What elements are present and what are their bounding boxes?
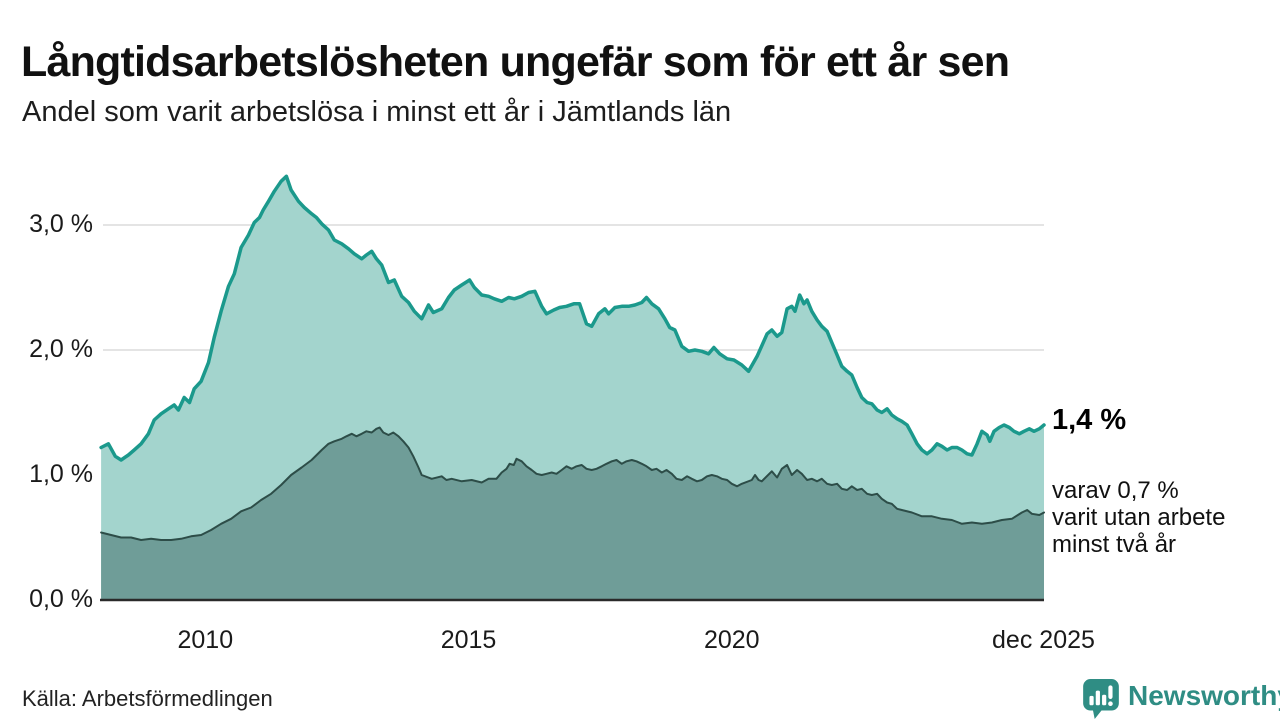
annotation-note: varav 0,7 % varit utan arbete minst två år xyxy=(1052,477,1225,558)
newsworthy-logo-text: Newsworthy xyxy=(1128,680,1280,711)
x-axis-label: dec 2025 xyxy=(992,626,1095,654)
y-axis-label: 2,0 % xyxy=(29,335,93,363)
y-axis-label: 3,0 % xyxy=(29,210,93,238)
x-axis-label: 2015 xyxy=(440,626,497,654)
newsworthy-logo: Newsworthy xyxy=(1082,678,1280,720)
last-value-label: 1,4 % xyxy=(1052,404,1127,436)
y-axis-label: 1,0 % xyxy=(29,460,93,488)
source-note: Källa: Arbetsförmedlingen xyxy=(22,686,273,711)
x-axis-label: 2010 xyxy=(177,626,234,654)
page-subtitle: Andel som varit arbetslösa i minst ett å… xyxy=(22,96,732,128)
y-axis-label: 0,0 % xyxy=(29,585,93,613)
page-title: Långtidsarbetslösheten ungefär som för e… xyxy=(21,37,1010,86)
chart-canvas xyxy=(99,174,1046,602)
newsworthy-logo-icon xyxy=(1083,679,1119,719)
x-axis-label: 2020 xyxy=(703,626,760,654)
annotation-note-line: varav 0,7 % xyxy=(1052,477,1179,504)
annotation-note-line: minst två år xyxy=(1052,531,1177,558)
annotation-note-line: varit utan arbete xyxy=(1052,504,1226,531)
